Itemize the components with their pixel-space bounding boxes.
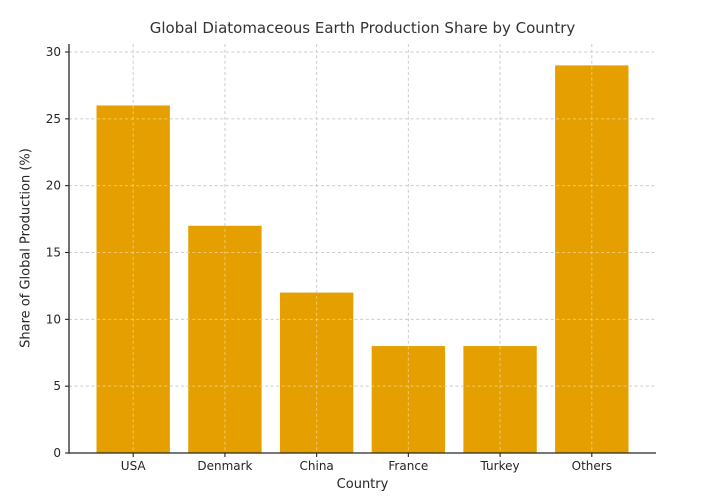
y-tick-label-5: 5 — [53, 379, 61, 393]
y-tick-label-10: 10 — [46, 312, 61, 326]
y-tick-label-20: 20 — [46, 179, 61, 193]
bar-denmark — [188, 225, 262, 453]
chart-title: Global Diatomaceous Earth Production Sha… — [149, 19, 576, 37]
x-tick-label-others: Others — [572, 459, 612, 473]
bar-usa — [96, 105, 170, 454]
x-tick-label-china: China — [300, 459, 334, 473]
x-tick-label-france: France — [388, 459, 428, 473]
bar-france — [371, 346, 446, 453]
bar-china — [279, 292, 354, 453]
bar-others — [555, 65, 629, 453]
y-tick-label-15: 15 — [46, 246, 61, 260]
y-tick-label-30: 30 — [46, 45, 61, 59]
x-tick-label-turkey: Turkey — [480, 459, 520, 473]
y-tick-label-0: 0 — [53, 446, 61, 460]
bar-turkey — [463, 346, 537, 453]
x-axis-label: Country — [336, 477, 389, 492]
x-tick-label-denmark: Denmark — [197, 459, 252, 473]
y-tick-label-25: 25 — [46, 112, 61, 126]
x-tick-label-usa: USA — [121, 459, 147, 473]
